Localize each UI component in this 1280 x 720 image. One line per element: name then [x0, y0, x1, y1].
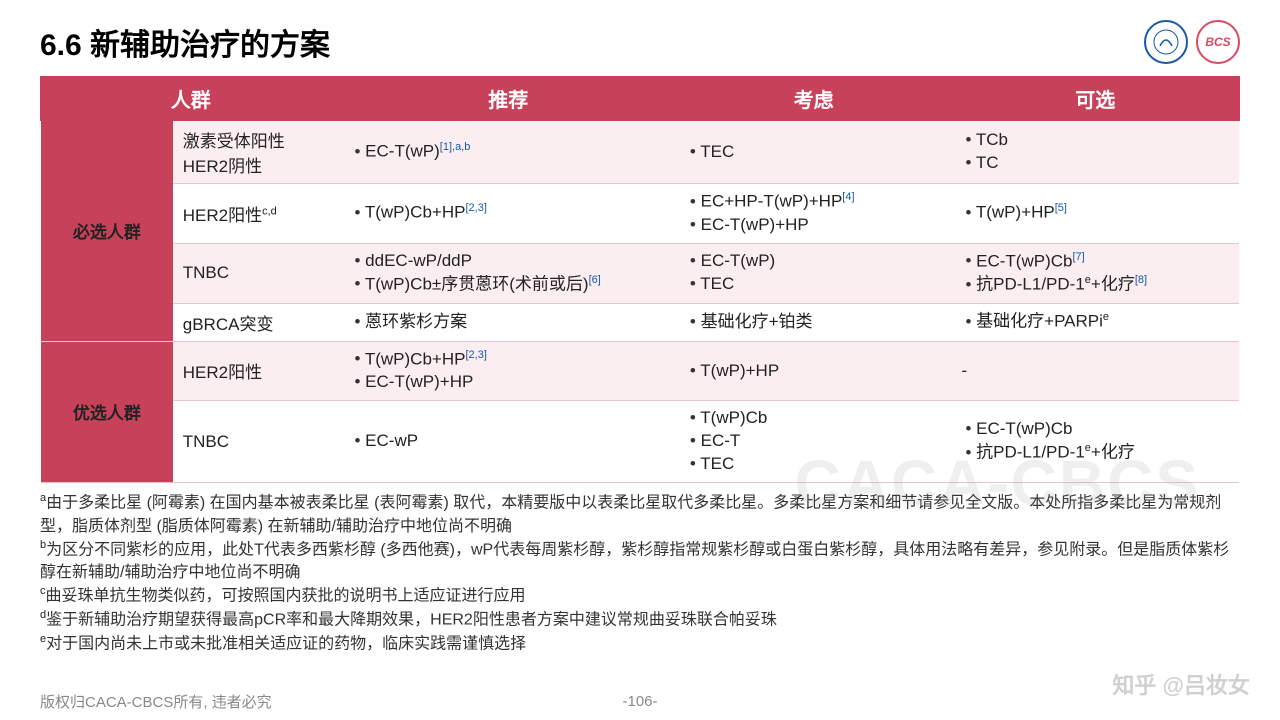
table-row: gBRCA突变蒽环紫杉方案 基础化疗+铂类基础化疗+PARPie [41, 303, 1239, 341]
list-item: EC-T(wP)+HP [690, 214, 942, 237]
list-item: EC-T(wP)Cb[7] [965, 250, 1229, 274]
recommend-cell: 蒽环紫杉方案 [340, 303, 675, 341]
list-item: TEC [690, 141, 942, 164]
consider-cell: EC-T(wP)TEC [676, 243, 952, 303]
list-item: EC-T(wP)+HP [354, 371, 665, 394]
subgroup-cell: HER2阳性c,d [173, 184, 341, 244]
footnote-line: b为区分不同紫杉的应用，此处T代表多西紫杉醇 (多西他赛)，wP代表每周紫杉醇，… [40, 538, 1240, 585]
optional-cell: T(wP)+HP[5] [951, 184, 1239, 244]
consider-cell: T(wP)+HP [676, 341, 952, 401]
footnote-line: c曲妥珠单抗生物类似药，可按照国内获批的说明书上适应证进行应用 [40, 584, 1240, 608]
table-header-row: 人群 推荐 考虑 可选 [41, 77, 1239, 120]
th-population: 人群 [41, 77, 340, 120]
footnote-line: a由于多柔比星 (阿霉素) 在国内基本被表柔比星 (表阿霉素) 取代，本精要版中… [40, 491, 1240, 538]
list-item: 基础化疗+铂类 [690, 311, 942, 334]
table-row: TNBCEC-wPT(wP)CbEC-TTECEC-T(wP)Cb抗PD-L1/… [41, 401, 1239, 483]
caca-logo-icon [1144, 20, 1188, 64]
footnote-line: e对于国内尚未上市或未批准相关适应证的药物，临床实践需谨慎选择 [40, 632, 1240, 656]
list-item: TCb [965, 129, 1229, 152]
footnote-line: d鉴于新辅助治疗期望获得最高pCR率和最大降期效果，HER2阳性患者方案中建议常… [40, 608, 1240, 632]
list-item: T(wP)Cb+HP[2,3] [354, 201, 665, 225]
consider-cell: 基础化疗+铂类 [676, 303, 952, 341]
recommend-cell: EC-wP [340, 401, 675, 483]
consider-cell: T(wP)CbEC-TTEC [676, 401, 952, 483]
page-title: 6.6 新辅助治疗的方案 [40, 20, 330, 64]
table-row: HER2阳性c,d T(wP)Cb+HP[2,3] EC+HP-T(wP)+HP[4… [41, 184, 1239, 244]
subgroup-cell: 激素受体阳性HER2阴性 [173, 120, 341, 184]
treatment-table: 人群 推荐 考虑 可选 必选人群激素受体阳性HER2阴性 EC-T(wP)[1],… [40, 76, 1240, 483]
list-item: T(wP)Cb+HP[2,3] [354, 348, 665, 372]
recommend-cell: ddEC-wP/ddPT(wP)Cb±序贯蒽环(术前或后)[6] [340, 243, 675, 303]
subgroup-cell: HER2阳性 [173, 341, 341, 401]
group-label: 必选人群 [41, 120, 173, 341]
optional-cell: EC-T(wP)Cb抗PD-L1/PD-1e+化疗 [951, 401, 1239, 483]
list-item: 基础化疗+PARPie [965, 310, 1229, 334]
list-item: EC-T(wP) [690, 250, 942, 273]
optional-cell: TCbTC [951, 120, 1239, 184]
th-optional: 可选 [951, 77, 1239, 120]
list-item: 抗PD-L1/PD-1e+化疗[8] [965, 273, 1229, 297]
recommend-cell: EC-T(wP)[1],a,b [340, 120, 675, 184]
table-row: 必选人群激素受体阳性HER2阴性EC-T(wP)[1],a,bTECTCbTC [41, 120, 1239, 184]
page-footer: 版权归CACA-CBCS所有, 违者必究 -106- [40, 691, 1240, 712]
list-item: 抗PD-L1/PD-1e+化疗 [965, 441, 1229, 465]
subgroup-cell: gBRCA突变 [173, 303, 341, 341]
optional-cell: 基础化疗+PARPie [951, 303, 1239, 341]
optional-cell: EC-T(wP)Cb[7]抗PD-L1/PD-1e+化疗[8] [951, 243, 1239, 303]
list-item: EC-T(wP)Cb [965, 418, 1229, 441]
consider-cell: TEC [676, 120, 952, 184]
th-consider: 考虑 [676, 77, 952, 120]
bcs-logo-icon: BCS [1196, 20, 1240, 64]
consider-cell: EC+HP-T(wP)+HP[4]EC-T(wP)+HP [676, 184, 952, 244]
subgroup-cell: TNBC [173, 243, 341, 303]
list-item: EC-T [690, 430, 942, 453]
optional-cell: - [951, 341, 1239, 401]
footnotes: a由于多柔比星 (阿霉素) 在国内基本被表柔比星 (表阿霉素) 取代，本精要版中… [40, 491, 1240, 655]
list-item: T(wP)Cb [690, 407, 942, 430]
recommend-cell: T(wP)Cb+HP[2,3] [340, 184, 675, 244]
page-number: -106- [622, 693, 657, 710]
list-item: EC+HP-T(wP)+HP[4] [690, 190, 942, 214]
list-item: T(wP)+HP [690, 360, 942, 383]
logo-group: BCS [1144, 20, 1240, 64]
table-row: 优选人群HER2阳性T(wP)Cb+HP[2,3]EC-T(wP)+HPT(wP… [41, 341, 1239, 401]
list-item: TC [965, 152, 1229, 175]
list-item: ddEC-wP/ddP [354, 250, 665, 273]
group-label: 优选人群 [41, 341, 173, 482]
subgroup-cell: TNBC [173, 401, 341, 483]
list-item: EC-wP [354, 430, 665, 453]
table-row: TNBCddEC-wP/ddPT(wP)Cb±序贯蒽环(术前或后)[6]EC-T… [41, 243, 1239, 303]
copyright-text: 版权归CACA-CBCS所有, 违者必究 [40, 691, 272, 712]
list-item: 蒽环紫杉方案 [354, 311, 665, 334]
list-item: EC-T(wP)[1],a,b [354, 140, 665, 164]
list-item: T(wP)Cb±序贯蒽环(术前或后)[6] [354, 273, 665, 297]
th-recommend: 推荐 [340, 77, 675, 120]
list-item: TEC [690, 273, 942, 296]
list-item: T(wP)+HP[5] [965, 201, 1229, 225]
list-item: TEC [690, 453, 942, 476]
recommend-cell: T(wP)Cb+HP[2,3]EC-T(wP)+HP [340, 341, 675, 401]
